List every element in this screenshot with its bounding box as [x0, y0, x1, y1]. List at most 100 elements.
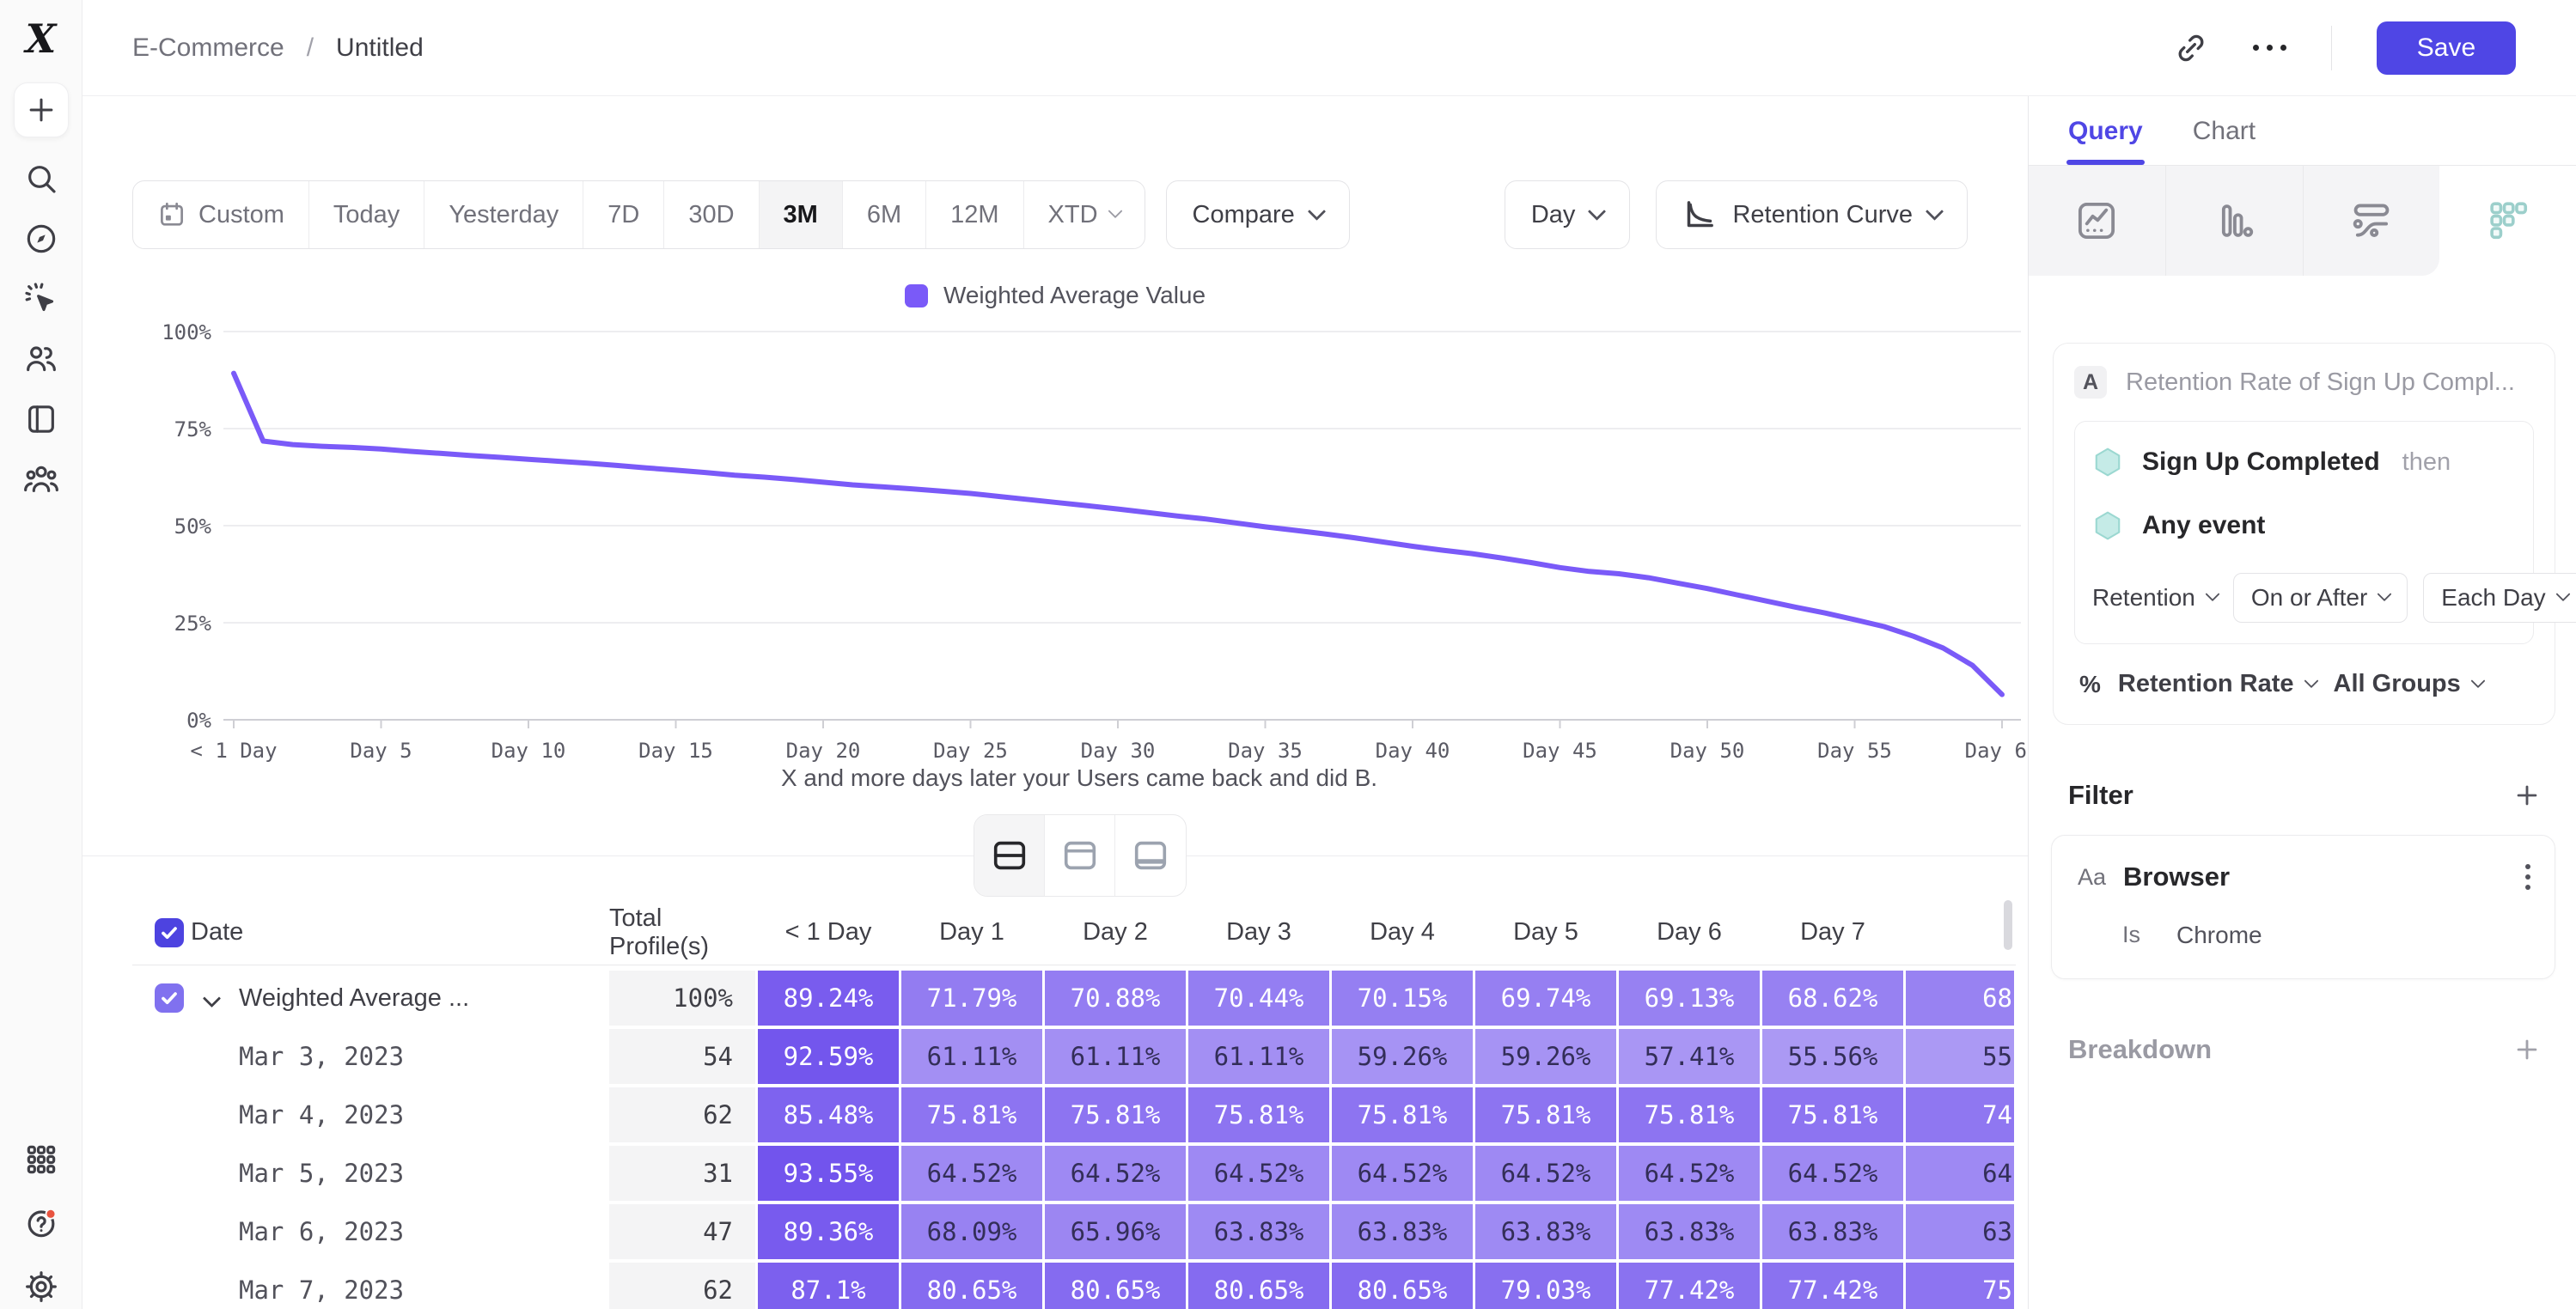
app-logo[interactable]: X: [25, 15, 57, 62]
retention-cell: 64.52%: [1188, 1146, 1329, 1201]
flows-type-button[interactable]: [2303, 166, 2440, 276]
x-tick-label: < 1 Day: [190, 739, 277, 763]
table-row: Mar 7, 2023 62 87.1% 80.65% 80.65% 80.65% 80.6…: [132, 1263, 2016, 1309]
x-tick-label: Day 50: [1670, 739, 1745, 763]
y-tick-label: 50%: [174, 514, 212, 539]
retention-cell: 61.11%: [1188, 1029, 1329, 1084]
range-30d[interactable]: 30D: [664, 181, 760, 248]
timing-dropdown[interactable]: On or After: [2232, 573, 2408, 623]
new-report-button[interactable]: [13, 82, 69, 137]
insights-type-button[interactable]: [2029, 166, 2166, 276]
chart-view-dropdown[interactable]: Retention Curve: [1656, 180, 1968, 249]
date-cell: Mar 7, 2023: [132, 1263, 609, 1309]
measure-dropdown[interactable]: Retention Rate: [2118, 670, 2319, 698]
table-scrollbar[interactable]: [2004, 900, 2012, 950]
share-link-button[interactable]: [2174, 31, 2208, 65]
retention-cell: 70.15%: [1332, 971, 1473, 1026]
retention-cell: 61.11%: [1045, 1029, 1186, 1084]
search-nav[interactable]: [22, 160, 60, 198]
x-tick-label: Day 25: [933, 739, 1008, 763]
funnel-type-button[interactable]: [2165, 166, 2304, 276]
retention-cell: 64.52%: [1619, 1146, 1760, 1201]
settings-button[interactable]: [22, 1268, 60, 1306]
breadcrumb-workspace[interactable]: E-Commerce: [132, 33, 284, 62]
retention-cell: 89.24%: [758, 971, 899, 1026]
clipped-retention-cell: 75: [1906, 1263, 2014, 1309]
granularity-chip-dropdown[interactable]: Each Day: [2423, 573, 2576, 623]
granularity-dropdown[interactable]: Day: [1504, 180, 1631, 249]
x-tick-label: Day 45: [1523, 739, 1597, 763]
retention-mode-dropdown[interactable]: Retention: [2092, 584, 2220, 612]
range-xtd[interactable]: XTD: [1024, 181, 1145, 248]
layout-switcher: [974, 814, 1187, 897]
help-button[interactable]: [22, 1204, 60, 1242]
select-all-checkbox[interactable]: [155, 917, 184, 947]
event-hexagon-icon: [2092, 509, 2123, 542]
day-column-header: < 1 Day: [784, 918, 872, 946]
filter-field[interactable]: Browser: [2123, 862, 2231, 892]
date-cell: Weighted Average ...: [132, 971, 609, 1026]
retention-type-button[interactable]: [2439, 166, 2576, 276]
plus-icon: [29, 98, 52, 122]
range-3m[interactable]: 3M: [759, 181, 843, 248]
day-column-header: Day 3: [1226, 918, 1291, 946]
retention-cell: 63.83%: [1619, 1204, 1760, 1259]
save-button[interactable]: Save: [2377, 21, 2516, 75]
clipped-retention-cell: 55: [1906, 1029, 2014, 1084]
filter-kebab-menu[interactable]: [2525, 864, 2530, 890]
explore-nav[interactable]: [22, 220, 60, 258]
date-range-control: Custom Today Yesterday 7D 30D 3M 6M 12M XTD: [132, 180, 1145, 249]
retention-cell: 57.41%: [1619, 1029, 1760, 1084]
split-view-button[interactable]: [974, 815, 1045, 896]
query-step-2[interactable]: Any event: [2092, 509, 2516, 542]
retention-cell: 63.83%: [1475, 1204, 1616, 1259]
add-filter-button[interactable]: [2512, 781, 2542, 810]
retention-cell: 79.03%: [1475, 1263, 1616, 1309]
range-custom[interactable]: Custom: [133, 181, 309, 248]
events-nav[interactable]: [22, 280, 60, 318]
range-7d[interactable]: 7D: [583, 181, 665, 248]
filter-card[interactable]: Aa Browser Is Chrome: [2051, 835, 2555, 979]
table-view-icon: [1134, 841, 1167, 870]
cohorts-nav[interactable]: [22, 460, 60, 498]
day-column-header: Day 6: [1657, 918, 1722, 946]
range-6m[interactable]: 6M: [843, 181, 927, 248]
retention-cell: 63.83%: [1762, 1204, 1903, 1259]
range-today[interactable]: Today: [309, 181, 425, 248]
table-only-view-button[interactable]: [1115, 815, 1186, 896]
breadcrumb-separator: /: [306, 33, 314, 62]
add-breakdown-button[interactable]: [2512, 1035, 2542, 1064]
filter-value[interactable]: Chrome: [2176, 922, 2262, 948]
more-menu-button[interactable]: [2253, 45, 2286, 51]
retention-cell: 77.42%: [1762, 1263, 1903, 1309]
row-label: Weighted Average ...: [239, 983, 470, 1012]
chevron-down-icon[interactable]: [202, 989, 221, 1008]
query-title[interactable]: Retention Rate of Sign Up Compl...: [2126, 368, 2515, 396]
y-tick-label: 25%: [174, 612, 212, 636]
apps-nav[interactable]: [22, 1141, 60, 1178]
retention-curve-icon: [1688, 201, 1714, 228]
day-column-header: Day 1: [939, 918, 1004, 946]
tab-chart[interactable]: Chart: [2192, 117, 2256, 145]
range-12m[interactable]: 12M: [926, 181, 1024, 248]
range-yesterday[interactable]: Yesterday: [424, 181, 584, 248]
library-nav[interactable]: [22, 400, 60, 438]
y-tick-label: 0%: [186, 709, 211, 733]
row-checkbox[interactable]: [155, 983, 184, 1013]
insights-chart-icon: [2079, 202, 2115, 240]
apps-grid-icon: [27, 1145, 55, 1174]
clipped-retention-cell: 63: [1906, 1204, 2014, 1259]
compare-button[interactable]: Compare: [1165, 180, 1350, 249]
breadcrumb-page-title[interactable]: Untitled: [336, 33, 424, 62]
compass-icon: [27, 224, 55, 253]
header-divider: [2331, 25, 2332, 70]
profiles-nav[interactable]: [22, 340, 60, 378]
chart-only-view-button[interactable]: [1045, 815, 1115, 896]
groups-dropdown[interactable]: All Groups: [2334, 670, 2486, 698]
query-step-1[interactable]: Sign Up Completed then: [2092, 446, 2516, 478]
tab-query[interactable]: Query: [2066, 117, 2145, 165]
x-axis-caption: X and more days later your Users came ba…: [780, 764, 1378, 791]
filter-operator[interactable]: Is: [2122, 922, 2141, 947]
retention-cell: 69.13%: [1619, 971, 1760, 1026]
retention-cell: 69.74%: [1475, 971, 1616, 1026]
